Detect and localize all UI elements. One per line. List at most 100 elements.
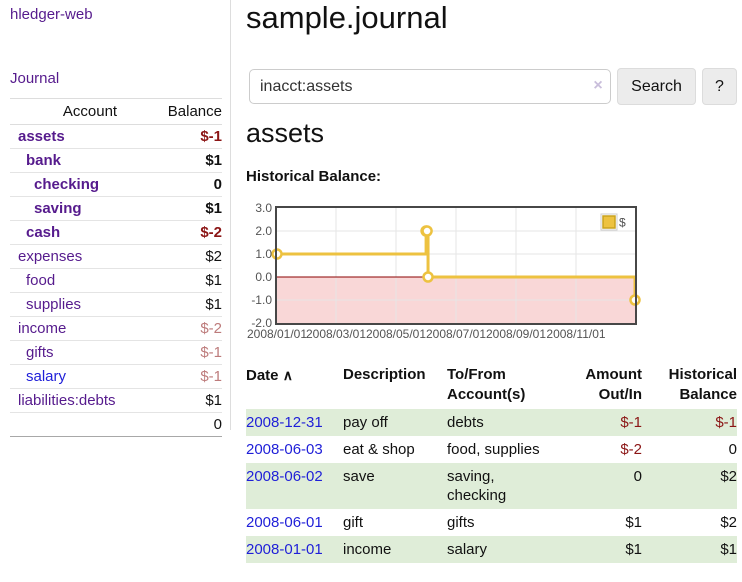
x-axis-labels: 2008/01/01 2008/03/01 2008/05/01 2008/07…: [247, 327, 606, 341]
account-balance: $-1: [162, 124, 222, 149]
txn-accounts: salary: [447, 541, 488, 558]
account-heading: assets: [246, 118, 325, 148]
account-row: expenses $2: [10, 244, 222, 269]
register-row: 2008-06-02 save saving, checking 0 $2: [246, 463, 737, 509]
account-balance: $-2: [162, 220, 222, 245]
account-balance: $-1: [162, 340, 222, 365]
txn-date-link[interactable]: 2008-06-02: [246, 468, 323, 485]
chart-legend: $: [600, 213, 626, 231]
accounts-table: Account Balance assets $-1 bank $1 check…: [10, 98, 222, 437]
txn-amount: $-1: [620, 414, 642, 431]
txn-accounts: saving, checking: [447, 468, 507, 504]
account-link-expenses[interactable]: expenses: [18, 248, 83, 265]
sidebar: hledger-web Journal Account Balance asse…: [0, 0, 231, 437]
svg-text:2008/11/01: 2008/11/01: [546, 327, 605, 341]
svg-text:2008/03/01: 2008/03/01: [306, 327, 366, 341]
account-row: bank $1: [10, 148, 222, 173]
register-row: 2008-01-01 income salary $1 $1: [246, 536, 737, 563]
accounts-header-balance: Balance: [162, 98, 222, 125]
svg-text:-2.0: -2.0: [251, 316, 272, 330]
series-markers: [271, 225, 641, 306]
historical-balance-chart: $ 3.0 2.0 1.0 0.0 -1.0 -2.0 2008/01/01 2…: [247, 201, 641, 341]
txn-accounts: gifts: [447, 514, 475, 531]
account-row: food $1: [10, 268, 222, 293]
txn-date-link[interactable]: 2008-06-01: [246, 514, 323, 531]
txn-accounts: debts: [447, 414, 484, 431]
svg-text:2008/07/01: 2008/07/01: [426, 327, 486, 341]
account-link-checking[interactable]: checking: [34, 176, 100, 193]
txn-balance: $-1: [715, 414, 737, 431]
account-balance: $1: [162, 148, 222, 173]
account-row: liabilities:debts $1: [10, 388, 222, 413]
register-header-row: Date ∧ Description To/From Account(s) Am…: [246, 363, 737, 409]
clear-search-icon[interactable]: ×: [593, 77, 603, 94]
accounts-header-account: Account: [10, 98, 162, 125]
plot-border: [275, 206, 637, 325]
account-balance: $-2: [162, 316, 222, 341]
account-link-liabilities-debts[interactable]: liabilities:debts: [18, 392, 116, 409]
search-input[interactable]: [249, 69, 611, 104]
account-row: salary $-1: [10, 364, 222, 389]
txn-amount: $-2: [620, 441, 642, 458]
header-date[interactable]: Date ∧: [246, 367, 293, 384]
account-row: supplies $1: [10, 292, 222, 317]
page-title: sample.journal: [246, 0, 448, 35]
register-row: 2008-06-01 gift gifts $1 $2: [246, 509, 737, 536]
sort-asc-icon: ∧: [282, 367, 293, 383]
header-description: Description: [343, 366, 426, 383]
txn-description: eat & shop: [343, 441, 415, 458]
svg-text:2008/01/01: 2008/01/01: [247, 327, 307, 341]
txn-description: gift: [343, 514, 364, 531]
account-balance: $1: [162, 196, 222, 221]
svg-text:3.0: 3.0: [255, 201, 272, 215]
legend-label: $: [619, 216, 626, 230]
txn-date-link[interactable]: 2008-01-01: [246, 541, 323, 558]
account-link-cash[interactable]: cash: [26, 224, 61, 241]
svg-text:-1.0: -1.0: [251, 293, 272, 307]
txn-balance: 0: [728, 441, 737, 458]
txn-amount: $1: [625, 514, 642, 531]
svg-text:2008/05/01: 2008/05/01: [366, 327, 426, 341]
account-link-bank[interactable]: bank: [26, 152, 62, 169]
account-balance: $1: [162, 268, 222, 293]
svg-text:1.0: 1.0: [255, 247, 272, 261]
register-table: Date ∧ Description To/From Account(s) Am…: [246, 363, 737, 563]
account-link-saving[interactable]: saving: [34, 200, 82, 217]
account-link-income[interactable]: income: [18, 320, 67, 337]
chart-title: Historical Balance:: [246, 168, 382, 185]
account-link-food[interactable]: food: [26, 272, 56, 289]
account-link-salary[interactable]: salary: [26, 368, 67, 385]
header-balance: Historical Balance: [668, 366, 737, 403]
account-balance: $-1: [162, 364, 222, 389]
sidebar-item-journal[interactable]: Journal: [10, 70, 60, 87]
svg-text:2008/09/01: 2008/09/01: [486, 327, 546, 341]
accounts-total-row: 0: [10, 412, 222, 437]
account-link-gifts[interactable]: gifts: [26, 344, 54, 361]
register-row: 2008-12-31 pay off debts $-1 $-1: [246, 409, 737, 436]
account-balance: $1: [162, 388, 222, 413]
app-brand-link[interactable]: hledger-web: [10, 6, 93, 23]
account-link-assets[interactable]: assets: [18, 128, 65, 145]
txn-amount: 0: [633, 468, 642, 485]
svg-text:2.0: 2.0: [255, 224, 272, 238]
search-button[interactable]: Search: [617, 68, 696, 105]
accounts-header-row: Account Balance: [10, 98, 222, 125]
txn-date-link[interactable]: 2008-06-03: [246, 441, 323, 458]
account-row: income $-2: [10, 316, 222, 341]
txn-accounts: food, supplies: [447, 441, 540, 458]
txn-balance: $1: [720, 541, 737, 558]
accounts-total-balance: 0: [162, 412, 222, 437]
account-row: cash $-2: [10, 220, 222, 245]
txn-description: pay off: [343, 414, 388, 431]
svg-text:0.0: 0.0: [255, 270, 272, 284]
legend-swatch: [602, 215, 616, 229]
help-button[interactable]: ?: [702, 68, 737, 105]
txn-date-link[interactable]: 2008-12-31: [246, 414, 323, 431]
account-row: assets $-1: [10, 124, 222, 149]
account-balance: 0: [162, 172, 222, 197]
header-to-from: To/From Account(s): [447, 366, 526, 403]
account-link-supplies[interactable]: supplies: [26, 296, 82, 313]
account-row: gifts $-1: [10, 340, 222, 365]
account-balance: $1: [162, 292, 222, 317]
header-amount: Amount Out/In: [585, 366, 642, 403]
